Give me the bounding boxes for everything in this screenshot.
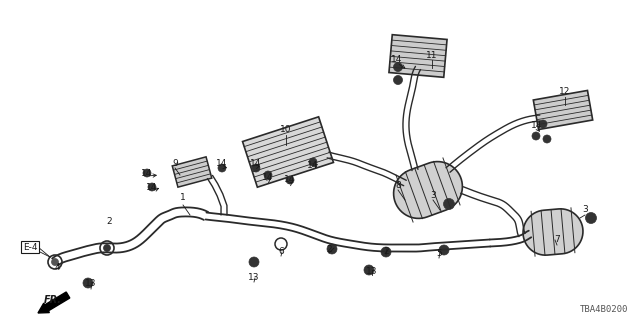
Circle shape xyxy=(264,171,272,179)
Circle shape xyxy=(249,257,259,267)
Text: 13: 13 xyxy=(248,274,260,283)
Text: 14: 14 xyxy=(284,175,296,185)
Text: 12: 12 xyxy=(559,87,571,97)
Circle shape xyxy=(394,62,403,71)
Text: 2: 2 xyxy=(106,218,112,227)
Text: 14: 14 xyxy=(141,169,153,178)
Text: 3: 3 xyxy=(430,190,436,199)
Text: 6: 6 xyxy=(278,247,284,257)
FancyArrow shape xyxy=(38,292,70,313)
Text: 8: 8 xyxy=(395,180,401,189)
Polygon shape xyxy=(533,91,593,130)
Circle shape xyxy=(539,120,547,128)
Polygon shape xyxy=(523,209,583,255)
Text: 2: 2 xyxy=(326,244,332,253)
Text: 10: 10 xyxy=(280,125,292,134)
Circle shape xyxy=(394,76,403,84)
Text: 13: 13 xyxy=(85,279,97,289)
Text: 4: 4 xyxy=(54,263,60,273)
Circle shape xyxy=(439,245,449,255)
Text: E-4: E-4 xyxy=(23,243,37,252)
Text: 14: 14 xyxy=(307,161,319,170)
Text: 1: 1 xyxy=(180,194,186,203)
Circle shape xyxy=(364,265,374,275)
Circle shape xyxy=(83,278,93,288)
Text: 14: 14 xyxy=(391,55,403,65)
Circle shape xyxy=(444,198,454,210)
Text: 14: 14 xyxy=(216,158,228,167)
Circle shape xyxy=(51,259,58,266)
Circle shape xyxy=(532,132,540,140)
Circle shape xyxy=(543,135,551,143)
Circle shape xyxy=(143,169,151,177)
Polygon shape xyxy=(243,117,333,187)
Text: 7: 7 xyxy=(554,236,560,244)
Text: TBA4B0200: TBA4B0200 xyxy=(580,305,628,314)
Circle shape xyxy=(252,164,260,172)
Text: 14: 14 xyxy=(531,121,543,130)
Text: 14: 14 xyxy=(147,183,157,193)
Circle shape xyxy=(104,244,111,252)
Circle shape xyxy=(586,212,596,223)
Text: 9: 9 xyxy=(172,158,178,167)
Text: 5: 5 xyxy=(436,249,442,258)
Circle shape xyxy=(381,247,391,257)
Polygon shape xyxy=(394,162,462,219)
Circle shape xyxy=(286,176,294,184)
Text: 2: 2 xyxy=(383,247,389,257)
Circle shape xyxy=(309,158,317,166)
Circle shape xyxy=(148,183,156,191)
Text: 11: 11 xyxy=(426,51,438,60)
Text: E-4: E-4 xyxy=(23,243,37,252)
Text: 13: 13 xyxy=(366,267,378,276)
Text: 3: 3 xyxy=(582,205,588,214)
Circle shape xyxy=(327,244,337,254)
Circle shape xyxy=(218,164,226,172)
Polygon shape xyxy=(172,157,212,187)
Text: 14: 14 xyxy=(262,173,274,182)
Text: FR.: FR. xyxy=(44,295,62,305)
Polygon shape xyxy=(389,35,447,77)
Text: 14: 14 xyxy=(250,158,262,167)
